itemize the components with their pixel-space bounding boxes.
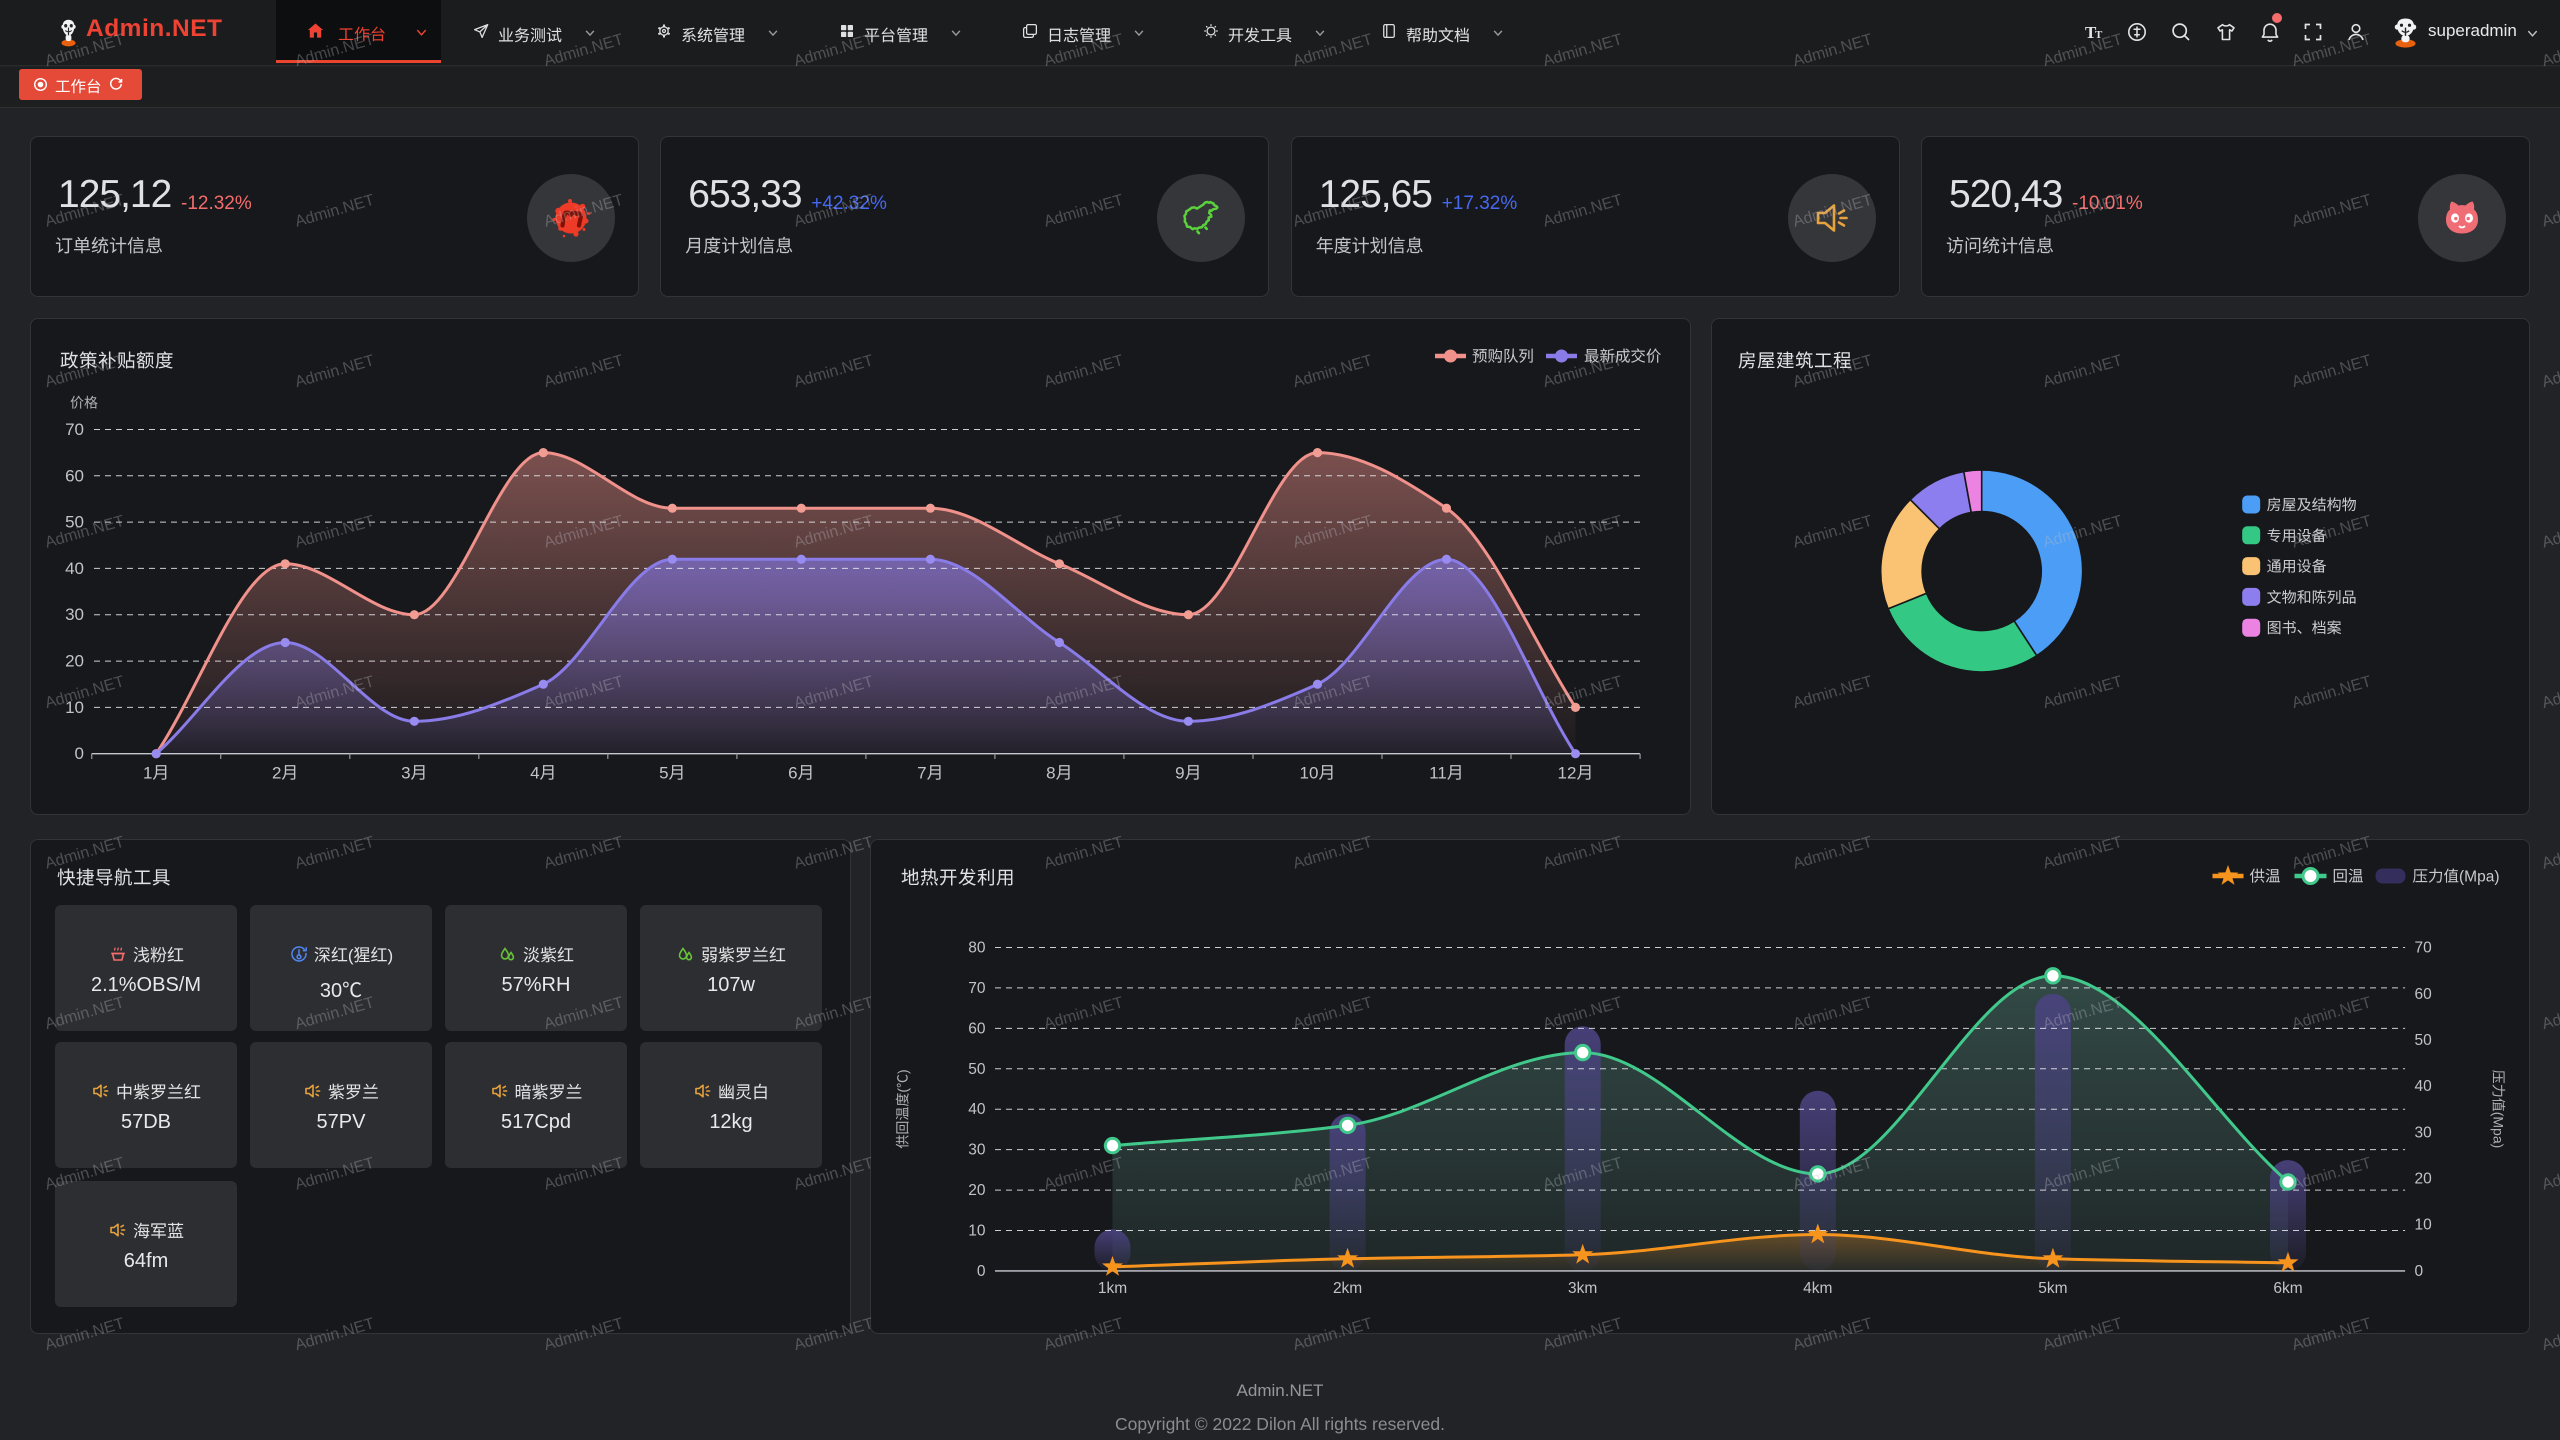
svg-text:Admin.NET: Admin.NET [2540, 834, 2560, 873]
svg-text:T: T [2095, 29, 2103, 41]
svg-text:Admin.NET: Admin.NET [2540, 192, 2560, 231]
svg-text:房屋及结构物: 房屋及结构物 [2267, 497, 2357, 514]
svg-text:6km: 6km [2273, 1280, 2302, 1297]
svg-text:Admin.NET: Admin.NET [2540, 994, 2560, 1033]
svg-text:价格: 价格 [70, 394, 98, 410]
svg-text:60: 60 [65, 466, 84, 485]
svg-text:1月: 1月 [143, 763, 169, 782]
svg-text:70: 70 [65, 420, 84, 439]
svg-text:3月: 3月 [401, 763, 427, 782]
svg-text:20: 20 [968, 1182, 986, 1199]
svg-text:30: 30 [65, 605, 84, 624]
svg-text:供温: 供温 [2249, 869, 2280, 886]
svg-text:20: 20 [65, 651, 84, 670]
svg-text:4km: 4km [1803, 1280, 1832, 1297]
svg-text:文物和陈列品: 文物和陈列品 [2267, 589, 2357, 606]
svg-text:Admin.NET: Admin.NET [2540, 513, 2560, 552]
svg-text:最新成交价: 最新成交价 [1584, 347, 1662, 365]
svg-text:压力值(Mpa): 压力值(Mpa) [2490, 1070, 2506, 1149]
svg-text:70: 70 [968, 980, 986, 997]
svg-text:5月: 5月 [659, 763, 685, 782]
svg-text:70: 70 [2414, 940, 2432, 957]
svg-text:压力值(Mpa): 压力值(Mpa) [2412, 868, 2499, 886]
svg-text:60: 60 [2414, 986, 2432, 1003]
svg-text:专用设备: 专用设备 [2267, 527, 2327, 544]
svg-text:50: 50 [968, 1061, 986, 1078]
svg-text:3km: 3km [1568, 1280, 1597, 1297]
svg-text:4月: 4月 [530, 763, 556, 782]
svg-text:20: 20 [2414, 1171, 2432, 1188]
svg-text:40: 40 [65, 558, 84, 577]
svg-text:T: T [2085, 23, 2097, 42]
svg-text:供回温度(℃): 供回温度(℃) [894, 1069, 910, 1148]
svg-text:50: 50 [65, 512, 84, 531]
svg-text:Admin.NET: Admin.NET [2540, 1155, 2560, 1194]
svg-text:40: 40 [968, 1101, 986, 1118]
svg-text:7月: 7月 [917, 763, 943, 782]
svg-text:预购队列: 预购队列 [1472, 348, 1534, 365]
svg-text:10月: 10月 [1300, 763, 1336, 782]
svg-text:通用设备: 通用设备 [2267, 558, 2327, 575]
svg-text:2km: 2km [1332, 1280, 1361, 1297]
svg-text:2月: 2月 [272, 763, 298, 782]
svg-text:5km: 5km [2038, 1280, 2067, 1297]
svg-text:8月: 8月 [1046, 763, 1072, 782]
svg-text:50: 50 [2414, 1032, 2432, 1049]
svg-text:11月: 11月 [1429, 763, 1464, 782]
svg-text:0: 0 [75, 744, 84, 763]
svg-text:10: 10 [65, 697, 84, 716]
svg-text:12月: 12月 [1558, 763, 1594, 782]
svg-text:9月: 9月 [1175, 763, 1201, 782]
svg-text:0: 0 [976, 1263, 985, 1280]
svg-text:10: 10 [2414, 1217, 2432, 1234]
svg-text:Admin.NET: Admin.NET [2540, 673, 2560, 712]
svg-text:10: 10 [968, 1223, 986, 1240]
svg-text:图书、档案: 图书、档案 [2267, 620, 2342, 637]
svg-text:Admin.NET: Admin.NET [2540, 1315, 2560, 1354]
svg-text:6月: 6月 [788, 763, 814, 782]
svg-text:40: 40 [2414, 1078, 2432, 1095]
svg-text:30: 30 [968, 1142, 986, 1159]
svg-text:回温: 回温 [2332, 869, 2363, 886]
svg-text:0: 0 [2414, 1263, 2423, 1280]
svg-text:Admin.NET: Admin.NET [2540, 352, 2560, 391]
svg-text:80: 80 [968, 940, 986, 957]
svg-text:30: 30 [2414, 1124, 2432, 1141]
svg-text:1km: 1km [1097, 1280, 1126, 1297]
svg-text:60: 60 [968, 1020, 986, 1037]
